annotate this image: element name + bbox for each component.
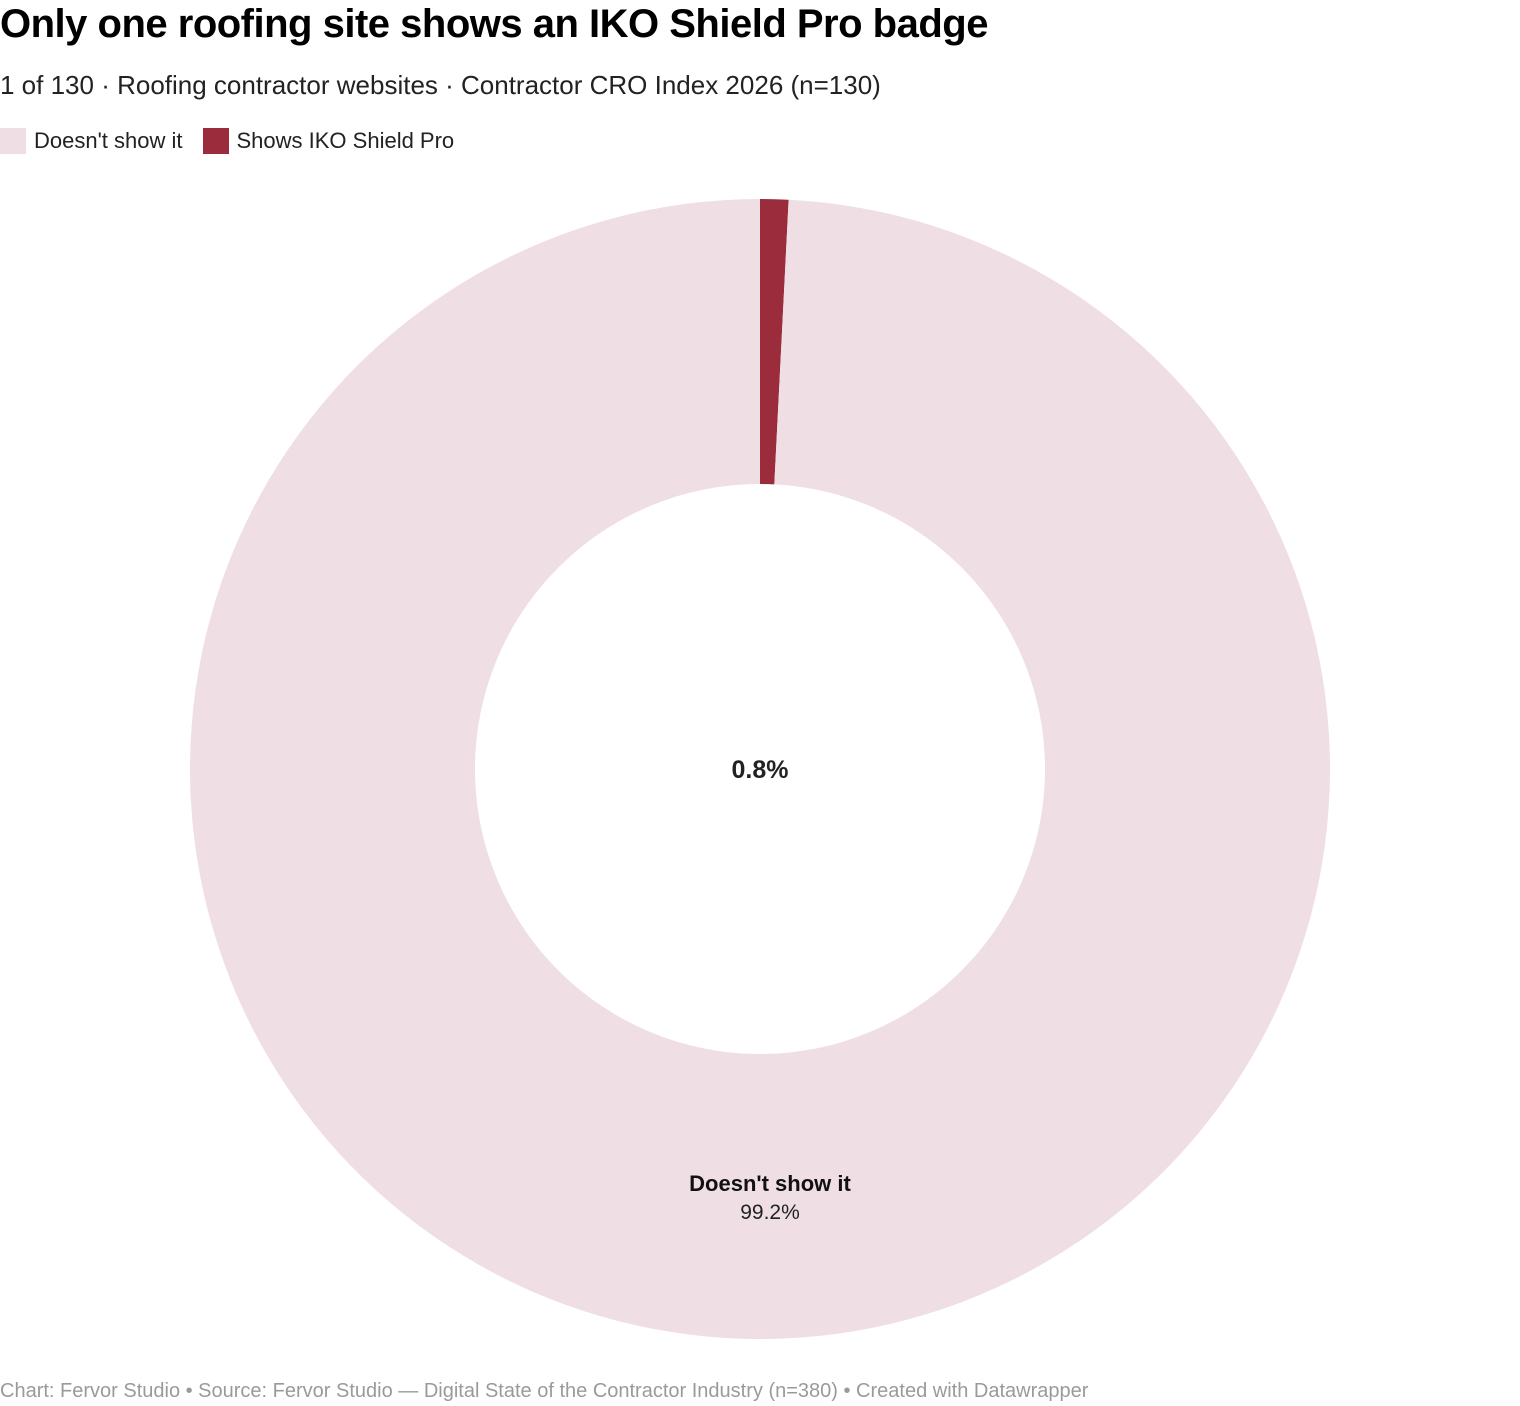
legend-swatch-shows-iko bbox=[202, 128, 229, 154]
legend-item-shows-iko: Shows IKO Shield Pro bbox=[202, 128, 455, 154]
slice-label-value: 99.2% bbox=[740, 1201, 800, 1224]
legend: Doesn't show it Shows IKO Shield Pro bbox=[0, 128, 454, 154]
donut-slice-doesn-t-show-it bbox=[190, 199, 1330, 1339]
donut-slices bbox=[190, 199, 1330, 1339]
legend-label-doesnt-show: Doesn't show it bbox=[34, 128, 183, 153]
donut-chart-area: 0.8% Doesn't show it 99.2% bbox=[0, 180, 1520, 1360]
slice-label-name: Doesn't show it bbox=[689, 1171, 851, 1196]
center-value-label: 0.8% bbox=[732, 756, 789, 784]
donut-chart: 0.8% Doesn't show it 99.2% bbox=[190, 199, 1330, 1339]
legend-label-shows-iko: Shows IKO Shield Pro bbox=[236, 128, 455, 153]
chart-title: Only one roofing site shows an IKO Shiel… bbox=[0, 2, 988, 46]
legend-swatch-doesnt-show bbox=[0, 128, 26, 154]
donut-slice-shows-iko-shield-pro bbox=[760, 199, 789, 485]
chart-subtitle: 1 of 130 · Roofing contractor websites ·… bbox=[0, 70, 881, 100]
legend-item-doesnt-show: Doesn't show it bbox=[0, 128, 183, 154]
footer-credit: Chart: Fervor Studio • Source: Fervor St… bbox=[0, 1380, 1089, 1402]
